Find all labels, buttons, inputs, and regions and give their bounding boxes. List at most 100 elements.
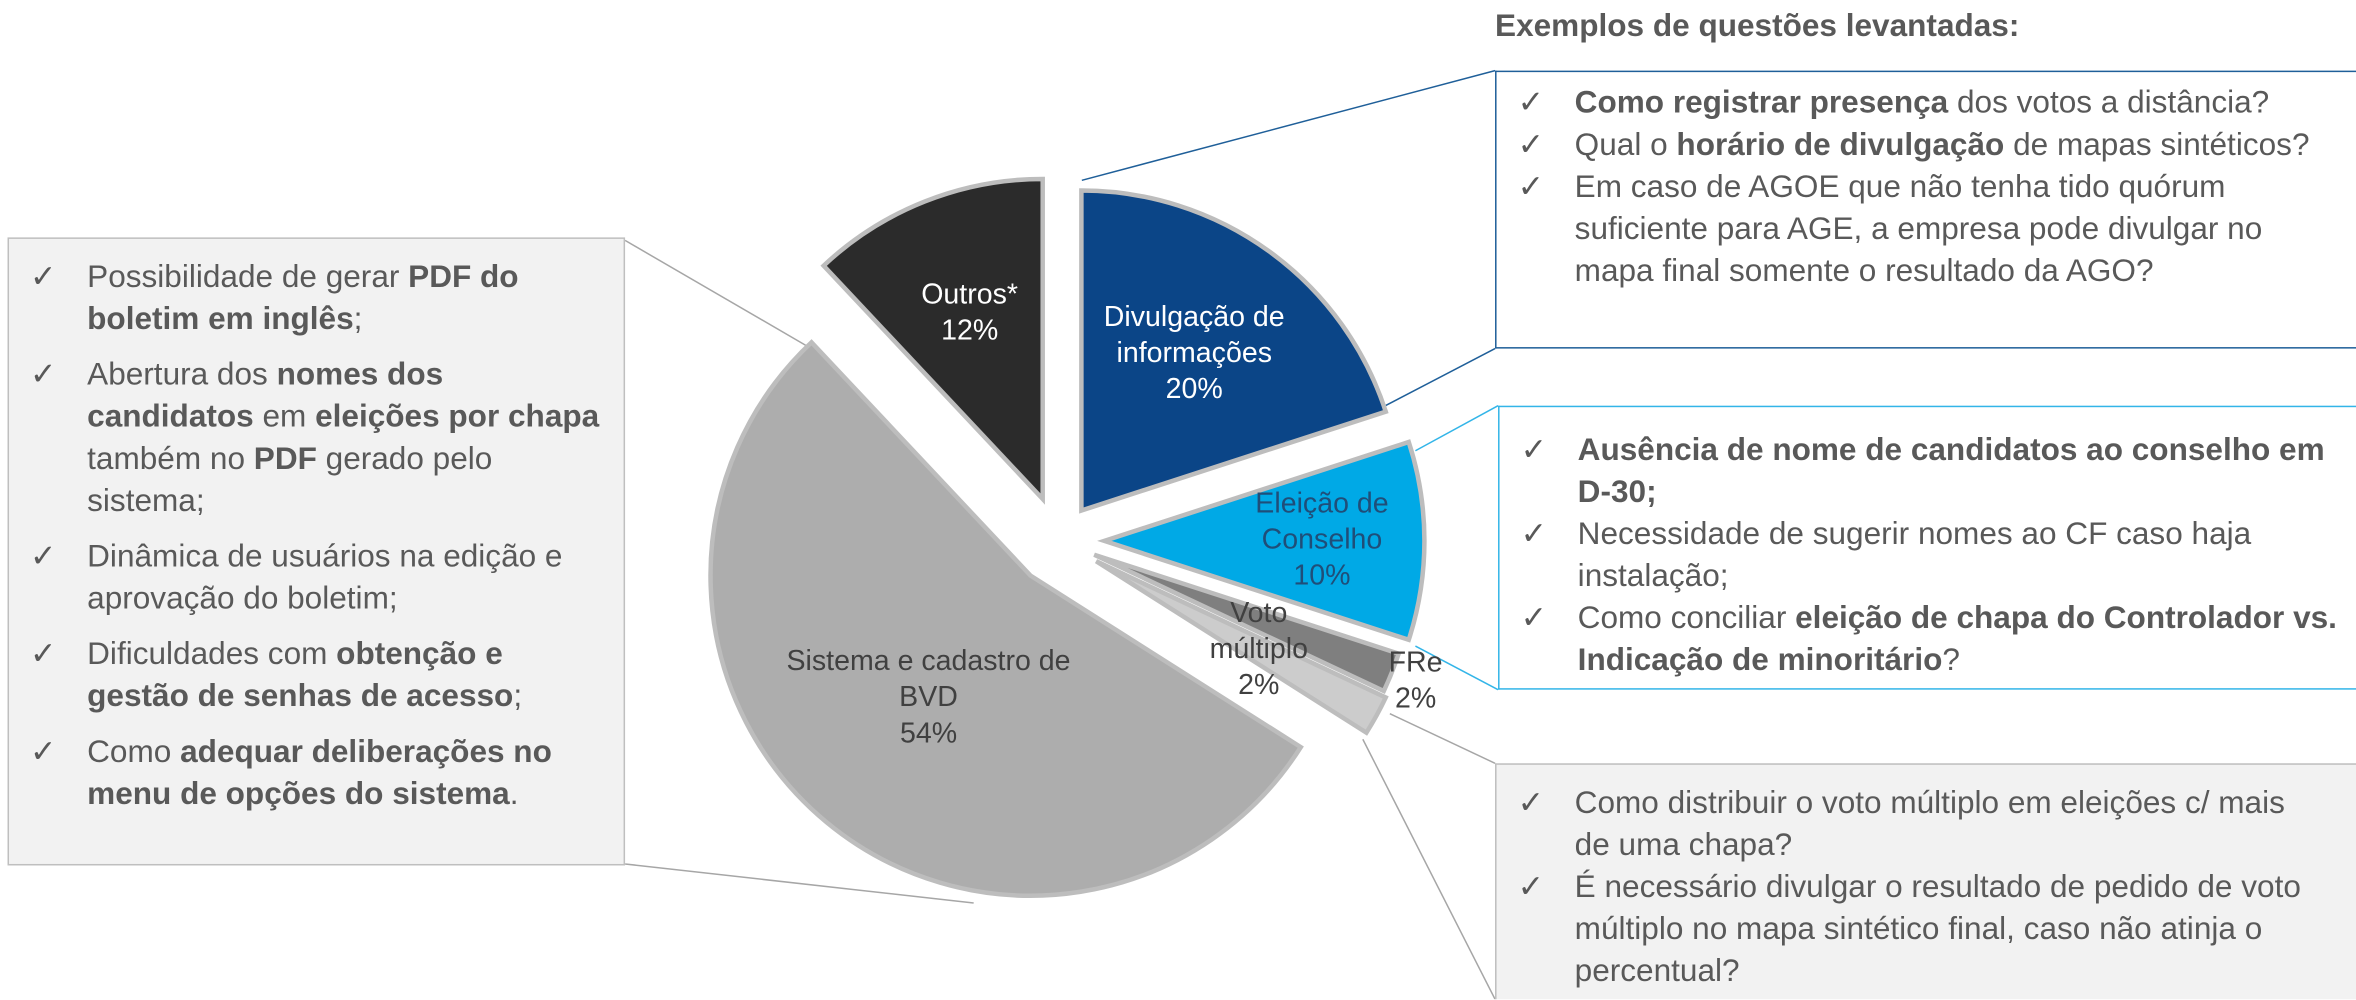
bullet-item: ✓ Dificuldades com obtenção e gestão de s… [9,634,603,718]
bullet-mark: ✓ [1517,869,1545,905]
text-run: Em caso de AGOE que não tenha tido quóru… [1574,169,2263,289]
callout-box: ✓ Possibilidade de gerar PDF do boletim e… [7,237,626,866]
text-run: gerado pelo sistema; [87,441,493,519]
leader-line [624,239,812,350]
slice-label: Eleição de Conselho 10% [1239,487,1404,595]
slice-label: Divulgação de informações 20% [1082,301,1307,409]
bullet-mark: ✓ [30,357,57,393]
slice-value: 10% [1293,560,1351,593]
text-run: dos votos a distância? [1948,85,2270,121]
leader-line [624,863,974,904]
bold-run: eleições por chapa [315,399,600,435]
slice-name: Divulgação de informações [1103,302,1285,371]
pie-slice [1093,552,1402,695]
bullet-item: ✓ Possibilidade de gerar PDF do boletim e… [9,257,603,341]
bullet-item: ✓ Como distribuir o voto múltiplo em elei… [1497,783,2311,867]
bold-run: PDF do boletim em inglês [87,259,519,337]
bullet-item: ✓ Dinâmica de usuários na edição e aprova… [9,536,603,620]
text-run: Possibilidade de gerar [87,259,409,295]
bullet-mark: ✓ [1520,516,1548,552]
slice-label: Sistema e cadastro de BVD 54% [786,645,1071,753]
text-run: Dificuldades com [87,637,337,672]
bold-run: Como registrar presença [1574,85,1949,121]
slice-value: 12% [941,316,999,348]
text-run: . [509,776,519,812]
leader-line [1385,347,1496,407]
bullet-list: ✓ Possibilidade de gerar PDF do boletim e… [9,257,603,816]
bold-run: adequar deliberações no menu de opções d… [87,734,552,812]
text-run: ; [513,679,523,714]
pie-slice [1079,188,1389,514]
slice-name: FRe [1388,647,1443,679]
bullet-mark: ✓ [1517,127,1545,163]
bullet-mark: ✓ [1520,432,1548,468]
leader-line [1415,645,1499,691]
slice-value: 20% [1165,374,1223,407]
bold-run: PDF [253,441,317,477]
bullet-mark: ✓ [1517,85,1545,121]
text-run: Como distribuir o voto múltiplo em eleiç… [1574,785,2285,863]
slice-label: Outros* 12% [902,278,1037,350]
bullet-item: ✓ Como registrar presença dos votos a dis… [1497,83,2344,125]
bold-run: eleição de chapa do Controlador vs. Indi… [1577,601,2337,678]
bold-run: nomes dos candidatos [87,357,444,435]
callout-box: ✓ Ausência de nome de candidatos ao conse… [1498,405,2356,690]
slice-name: Voto múltiplo [1209,598,1308,666]
leader-line [1081,69,1496,182]
text-run: também no [87,441,254,477]
leader-lines [624,69,1499,1000]
bullet-list: ✓ Como distribuir o voto múltiplo em elei… [1497,783,2311,993]
bullet-item: ✓ Como conciliar eleição de chapa do Cont… [1500,598,2356,682]
pie-slice [1094,559,1389,736]
text-run: ; [353,302,363,337]
slice-label: Voto múltiplo 2% [1199,597,1319,705]
slice-value: 2% [1238,670,1280,702]
bullet-mark: ✓ [30,259,57,295]
bullet-mark: ✓ [30,539,57,574]
slice-value: 2% [1394,683,1437,716]
bullet-item: ✓ Como adequar deliberações no menu de op… [9,732,603,816]
text-run: Como conciliar [1577,601,1796,636]
pie-slice [820,176,1045,505]
slice-name: Sistema e cadastro de BVD [786,646,1071,714]
bullet-item: ✓ Ausência de nome de candidatos ao conse… [1500,430,2356,514]
pie-slice [708,339,1304,898]
leader-line [1362,738,1496,1000]
bullet-mark: ✓ [1520,601,1548,636]
callout-box: ✓ Como registrar presença dos votos a dis… [1495,70,2356,349]
text-run: em [253,399,316,435]
bullet-item: ✓ Abertura dos nomes dos candidatos em el… [9,355,603,523]
text-run: de mapas sintéticos? [2004,127,2310,163]
pie-slice [1097,439,1427,643]
callout-box: ✓ Como distribuir o voto múltiplo em elei… [1495,763,2356,1000]
text-run: Qual o [1574,127,1677,163]
bold-run: obtenção e gestão de senhas de acesso [87,637,514,714]
bullet-mark: ✓ [1517,785,1545,821]
text-run: Dinâmica de usuários na edição e aprovaç… [87,539,563,617]
bullet-list: ✓ Ausência de nome de candidatos ao conse… [1500,430,2356,682]
bullet-item: ✓ Necessidade de sugerir nomes ao CF caso… [1500,514,2356,598]
text-run: ? [1942,643,1960,678]
text-run: Necessidade de sugerir nomes ao CF caso … [1577,516,2252,594]
bold-run: horário de divulgação [1676,127,2005,163]
bullet-mark: ✓ [1517,169,1545,205]
bold-run: Ausência de nome de candidatos ao consel… [1577,432,2325,510]
slice-label: FRe 2% [1386,646,1446,718]
bullet-item: ✓ Em caso de AGOE que não tenha tido quór… [1497,167,2344,293]
slice-name: Outros* [921,279,1019,312]
bullet-mark: ✓ [30,637,57,672]
leader-line [1389,713,1496,764]
leader-line [1415,405,1499,452]
bullet-item: ✓ Qual o horário de divulgação de mapas s… [1497,125,2344,167]
bullet-item: ✓ É necessário divulgar o resultado de pe… [1497,867,2311,993]
heading: Exemplos de questões levantadas: [1495,9,2020,44]
text-run: É necessário divulgar o resultado de ped… [1574,869,2301,989]
bullet-list: ✓ Como registrar presença dos votos a dis… [1497,83,2344,293]
slice-value: 54% [899,718,958,751]
text-run: Como [87,734,181,770]
slice-name: Eleição de Conselho [1255,488,1389,556]
text-run: Abertura dos [87,357,277,393]
